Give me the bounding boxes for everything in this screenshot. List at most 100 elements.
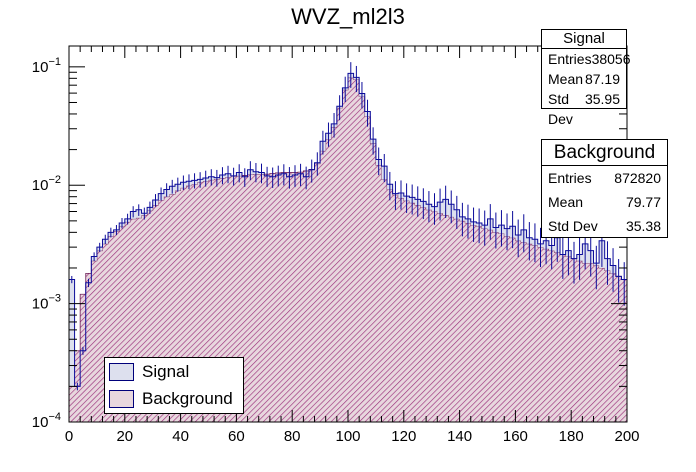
- background-bar: [526, 243, 533, 422]
- background-bar: [264, 174, 271, 422]
- background-bar: [554, 252, 561, 422]
- background-bar: [230, 176, 237, 422]
- background-bar: [175, 190, 181, 422]
- x-tick-label: 40: [172, 428, 189, 445]
- background-bar: [543, 248, 550, 422]
- legend-entry-background: Background: [105, 385, 243, 412]
- background-stats-stddev-row: Std Dev 35.38: [542, 214, 667, 238]
- background-bar: [135, 217, 142, 422]
- background-bar: [348, 77, 354, 423]
- stats-label-entries: Entries: [548, 51, 592, 67]
- background-bar: [509, 237, 516, 422]
- x-tick-label: 120: [391, 428, 416, 445]
- background-bar: [275, 172, 282, 422]
- background-bar: [336, 107, 343, 422]
- background-bar: [409, 202, 416, 422]
- background-bar: [599, 267, 605, 422]
- background-bar: [431, 211, 438, 422]
- background-bar: [163, 196, 170, 422]
- signal-stats-title: Signal: [542, 30, 626, 49]
- stats-label-stddev: Std Dev: [548, 91, 573, 127]
- y-tick-label: 10−2: [32, 174, 61, 194]
- background-bar: [96, 250, 103, 422]
- background-bar: [119, 226, 126, 422]
- background-bar: [576, 260, 583, 422]
- x-tick-label: 20: [116, 428, 133, 445]
- background-bar: [375, 165, 382, 422]
- background-bar: [308, 169, 315, 422]
- signal-outline: [69, 72, 627, 387]
- background-stddev-value: 35.38: [625, 218, 661, 234]
- background-bar: [437, 213, 444, 422]
- background-bar: [587, 263, 594, 422]
- y-tick-label: 10−1: [32, 56, 61, 76]
- background-bar: [269, 173, 276, 422]
- signal-mean-value: 87.19: [584, 71, 620, 87]
- background-bar: [197, 182, 204, 422]
- background-bar: [325, 139, 332, 423]
- background-bar: [571, 258, 578, 422]
- background-bar: [420, 207, 427, 422]
- background-bar: [448, 216, 455, 422]
- background-bar: [247, 174, 254, 422]
- background-bar: [91, 260, 98, 422]
- background-bar: [320, 150, 326, 422]
- background-bar: [69, 386, 75, 422]
- signal-stats-box: Signal Entries 38056 Mean 87.19 Std Dev …: [541, 29, 631, 127]
- background-bar: [387, 189, 393, 422]
- background-bar: [292, 172, 299, 422]
- background-bar: [314, 163, 321, 422]
- background-bar: [504, 236, 511, 422]
- background-bar: [297, 172, 304, 422]
- signal-excess-bar: [69, 279, 75, 387]
- background-bar: [615, 276, 622, 422]
- legend-swatch-signal: [109, 362, 134, 381]
- y-tick-label: 10−3: [32, 293, 61, 313]
- background-bar: [353, 79, 360, 423]
- background-stats-entries-row: Entries 872820: [542, 166, 667, 190]
- background-bar: [487, 229, 494, 422]
- background-bar: [593, 265, 600, 422]
- background-stats-title: Background: [542, 140, 667, 166]
- legend-label-signal: Signal: [142, 361, 190, 381]
- background-bar: [398, 198, 405, 422]
- signal-stats-stddev-row: Std Dev 35.95: [542, 89, 626, 127]
- background-bar: [152, 205, 159, 422]
- legend-label-background: Background: [142, 388, 233, 408]
- background-bar: [381, 179, 388, 422]
- background-mean-value: 79.77: [625, 194, 661, 210]
- background-bar: [426, 209, 432, 422]
- background-bar: [208, 179, 215, 422]
- background-bar: [520, 242, 527, 422]
- background-bar: [465, 222, 472, 422]
- x-tick-label: 160: [503, 428, 528, 445]
- background-bar: [130, 218, 137, 422]
- stats-label-mean: Mean: [548, 194, 584, 210]
- background-bar: [331, 127, 338, 422]
- chart-title: WVZ_ml2l3: [291, 4, 405, 29]
- background-bar: [124, 221, 131, 422]
- background-bar: [548, 250, 555, 422]
- legend-entry-signal: Signal: [105, 358, 243, 385]
- background-bar: [537, 247, 544, 422]
- stats-label-stddev: Std Dev: [548, 218, 598, 234]
- background-bar: [85, 273, 92, 422]
- background-bar: [236, 175, 243, 422]
- background-bar: [186, 185, 193, 422]
- background-bar: [414, 205, 421, 422]
- background-bar: [253, 174, 260, 422]
- legend-swatch-background: [109, 389, 134, 408]
- background-bar: [565, 256, 572, 422]
- background-bar: [281, 172, 287, 422]
- stats-label-mean: Mean: [548, 71, 584, 87]
- background-bar: [191, 184, 198, 422]
- background-bar: [108, 236, 114, 422]
- background-bar: [442, 215, 449, 422]
- background-bar: [342, 89, 349, 423]
- background-bar: [459, 220, 466, 422]
- background-bar: [481, 228, 488, 422]
- plot-area: 0 20 40 60 80 100 120 140 160 180 200 10−4 10−3 10−2 1…: [32, 45, 640, 445]
- background-bar: [158, 200, 165, 422]
- background-bar: [219, 178, 226, 422]
- legend: Signal Background: [104, 357, 244, 414]
